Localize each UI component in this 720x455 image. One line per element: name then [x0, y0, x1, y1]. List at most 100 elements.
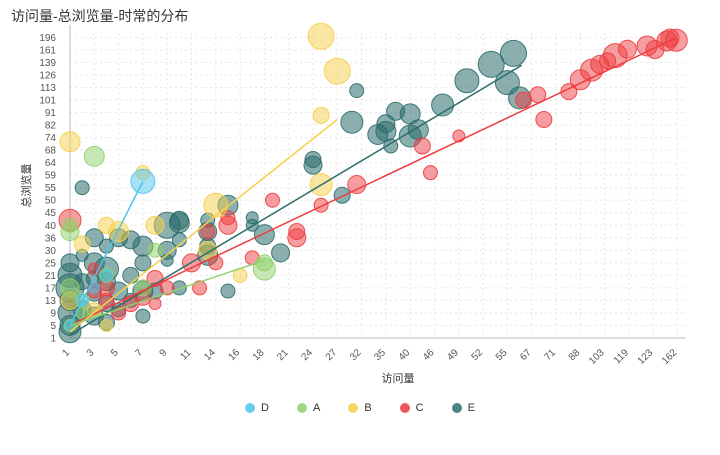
x-tick-label: 71 — [542, 347, 558, 363]
legend-item-b[interactable]: B — [348, 402, 372, 414]
x-tick-label: 7 — [133, 347, 145, 359]
data-point-e — [134, 254, 152, 272]
x-axis-label: 访问量 — [382, 372, 415, 385]
data-point-e — [135, 308, 151, 324]
data-point-c — [220, 210, 236, 226]
legend-swatch — [451, 403, 462, 413]
y-tick-label: 74 — [45, 133, 57, 144]
data-point-c — [617, 39, 637, 59]
chart-title: 访问量-总浏览量-时常的分布 — [11, 8, 189, 24]
x-tick-label: 35 — [372, 347, 388, 363]
trend-line-c — [69, 37, 677, 327]
y-tick-label: 196 — [39, 33, 56, 44]
data-point-c — [347, 175, 367, 195]
y-tick-label: 64 — [45, 158, 57, 169]
legend-item-e[interactable]: E — [451, 402, 475, 414]
x-tick-label: 16 — [227, 347, 243, 363]
trend-line-e — [69, 64, 522, 336]
y-tick-label: 30 — [45, 246, 57, 257]
y-tick-label: 126 — [39, 70, 56, 81]
y-tick-label: 59 — [45, 171, 57, 182]
x-tick-label: 21 — [275, 347, 291, 363]
data-point-b — [99, 318, 113, 332]
data-point-e — [477, 50, 505, 78]
legend-label: E — [467, 402, 475, 414]
x-tick-label: 14 — [202, 347, 218, 363]
trend-line-a — [69, 259, 265, 327]
y-tick-label: 45 — [45, 208, 57, 219]
x-tick-label: 49 — [445, 347, 461, 363]
x-tick-label: 103 — [587, 347, 607, 367]
y-tick-label: 21 — [45, 271, 57, 282]
legend-item-d[interactable]: D — [245, 402, 269, 414]
data-point-c — [148, 297, 162, 311]
x-tick-label: 1 — [60, 347, 72, 359]
y-tick-label: 91 — [45, 108, 57, 119]
x-tick-label: 40 — [397, 347, 413, 363]
legend-swatch — [348, 403, 359, 413]
data-point-c — [200, 224, 216, 240]
y-tick-label: 17 — [45, 283, 57, 294]
data-point-c — [664, 28, 688, 52]
y-tick-label: 82 — [45, 121, 57, 132]
data-point-e — [304, 151, 322, 169]
data-point-e — [168, 212, 190, 234]
y-tick-label: 36 — [45, 233, 57, 244]
data-point-e — [60, 253, 80, 273]
data-point-e — [271, 243, 291, 263]
data-point-c — [413, 137, 431, 155]
legend-swatch — [245, 403, 256, 413]
trend-line-d — [69, 181, 144, 326]
data-point-e — [431, 93, 455, 117]
y-tick-label: 101 — [39, 96, 56, 107]
x-tick-label: 67 — [518, 347, 534, 363]
y-tick-label: 55 — [45, 183, 57, 194]
data-point-a — [83, 145, 105, 167]
data-point-c — [313, 197, 329, 213]
legend-item-c[interactable]: C — [399, 402, 424, 414]
data-point-c — [422, 165, 438, 181]
y-axis-label: 总浏览量 — [19, 164, 33, 208]
x-tick-label: 55 — [494, 347, 510, 363]
scatter-chart: 1 3 5 7 9 11 14 16 18 21 24 27 32 35 40 46 49 52 55 67 71 88 1… — [19, 22, 688, 385]
x-tick-label: 88 — [567, 347, 583, 363]
y-tick-label: 50 — [45, 196, 57, 207]
y-tick-label: 40 — [45, 221, 57, 232]
legend-label: C — [415, 402, 424, 414]
data-point-e — [253, 224, 275, 246]
data-point-c — [515, 91, 533, 109]
data-point-b — [73, 235, 91, 253]
data-point-b — [323, 57, 351, 85]
y-tick-label: 13 — [45, 296, 57, 307]
x-tick-label: 18 — [251, 347, 267, 363]
data-point-e — [499, 39, 527, 67]
data-point-c — [560, 83, 578, 101]
y-tick-label: 5 — [50, 321, 56, 332]
y-tick-label: 139 — [39, 58, 56, 69]
x-tick-label: 119 — [612, 347, 631, 366]
data-point-e — [160, 253, 174, 267]
data-point-e — [349, 83, 365, 99]
x-tick-label: 162 — [660, 347, 680, 367]
y-tick-label: 9 — [50, 308, 56, 319]
x-tick-label: 52 — [470, 347, 486, 363]
data-point-b — [203, 192, 229, 218]
legend-item-a[interactable]: A — [296, 402, 321, 414]
x-tick-label: 46 — [421, 347, 437, 363]
x-tick-label: 27 — [324, 347, 340, 363]
legend-label: A — [312, 402, 321, 414]
x-tick-label: 123 — [636, 347, 656, 367]
data-point-b — [108, 221, 130, 243]
x-tick-label: 3 — [85, 347, 97, 359]
y-tick-label: 1 — [50, 334, 56, 345]
data-point-e — [340, 110, 364, 134]
legend-label: B — [364, 402, 372, 414]
y-tick-label: 68 — [45, 146, 57, 157]
data-point-b — [307, 22, 335, 50]
data-point-e — [220, 283, 236, 299]
data-point-c — [288, 223, 306, 241]
data-point-e — [122, 266, 140, 284]
data-point-b — [145, 215, 165, 235]
y-tick-label: 161 — [39, 45, 56, 56]
